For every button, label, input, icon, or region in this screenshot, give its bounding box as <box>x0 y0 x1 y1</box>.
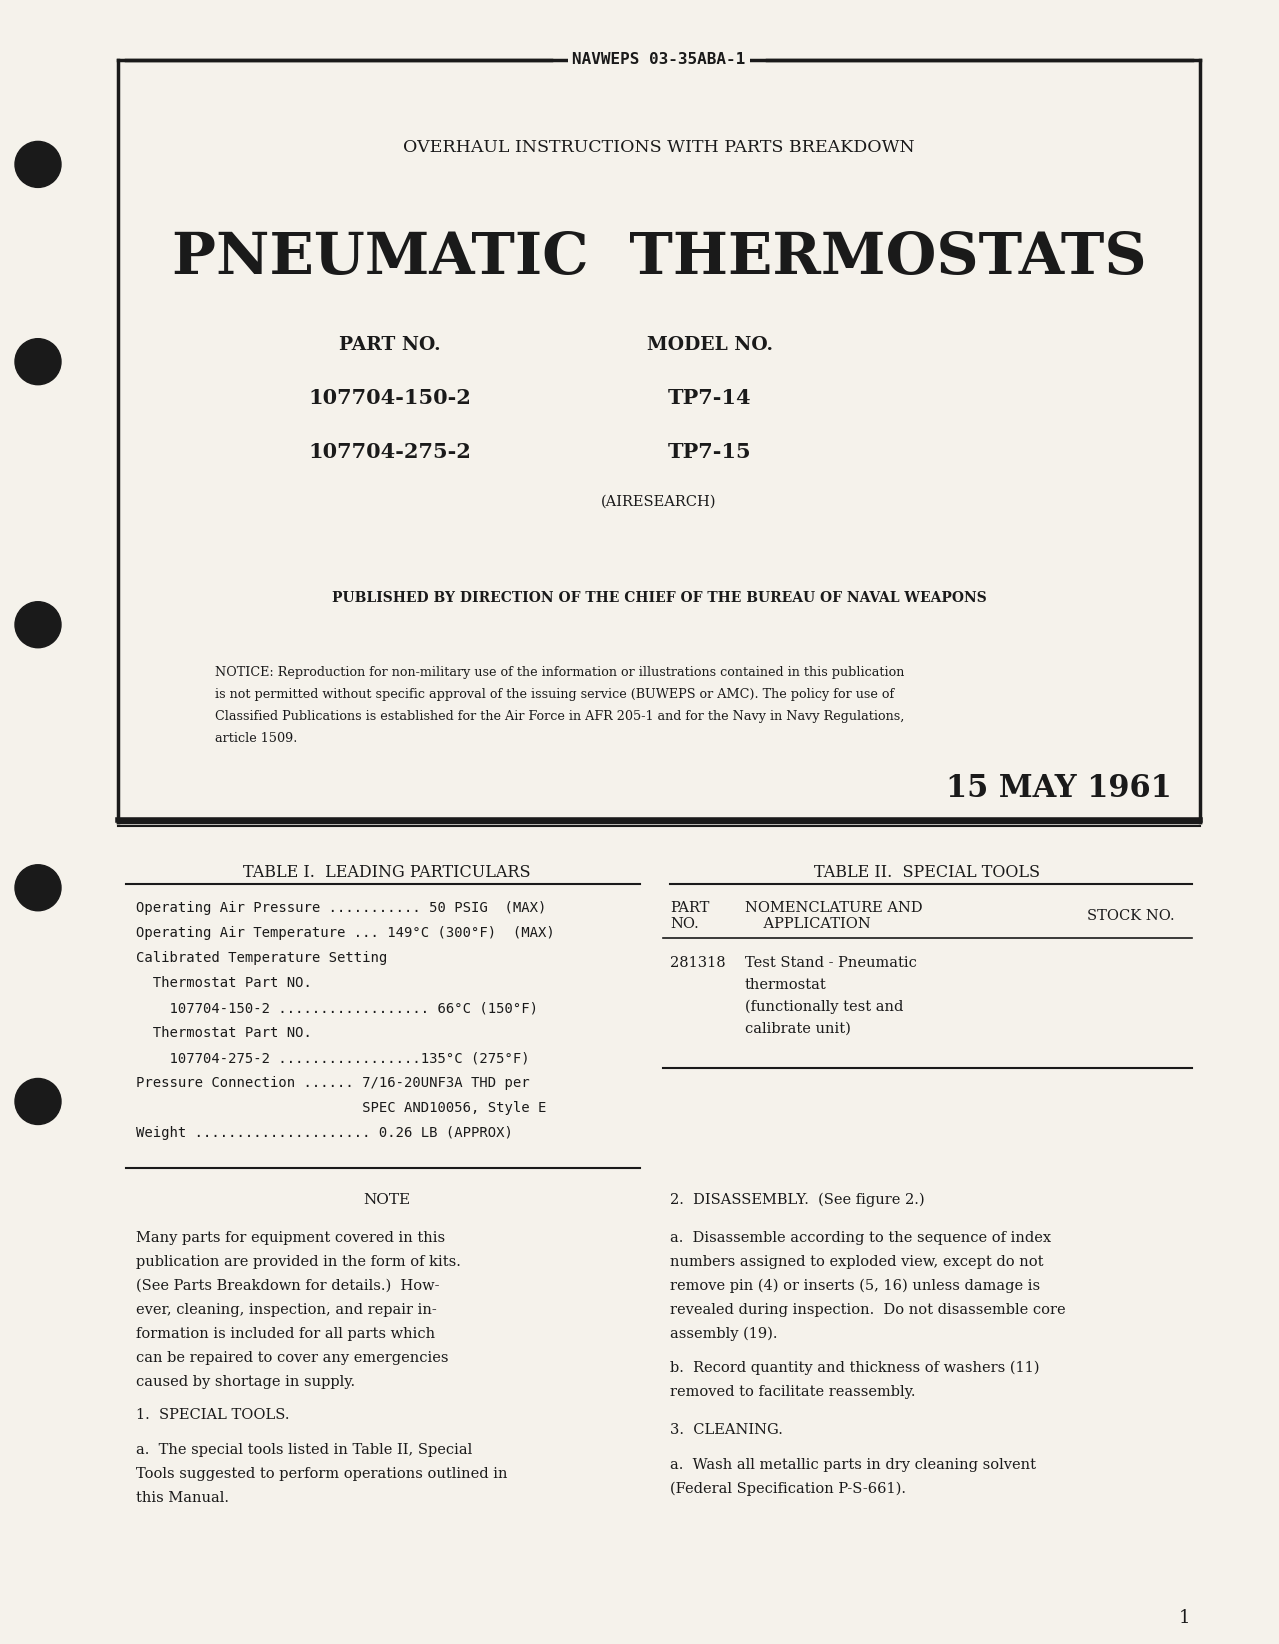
Text: Calibrated Temperature Setting: Calibrated Temperature Setting <box>136 950 388 965</box>
Text: NAVWEPS 03-35ABA-1: NAVWEPS 03-35ABA-1 <box>573 53 746 67</box>
Circle shape <box>15 602 61 648</box>
Circle shape <box>15 865 61 911</box>
Text: Tools suggested to perform operations outlined in: Tools suggested to perform operations ou… <box>136 1466 508 1481</box>
Text: TABLE II.  SPECIAL TOOLS: TABLE II. SPECIAL TOOLS <box>815 863 1041 881</box>
Text: APPLICATION: APPLICATION <box>744 917 871 931</box>
Circle shape <box>15 339 61 385</box>
Text: Classified Publications is established for the Air Force in AFR 205-1 and for th: Classified Publications is established f… <box>215 710 904 722</box>
Text: PNEUMATIC  THERMOSTATS: PNEUMATIC THERMOSTATS <box>171 230 1146 286</box>
Text: 281318: 281318 <box>670 957 725 970</box>
Text: 3.  CLEANING.: 3. CLEANING. <box>670 1424 783 1437</box>
Text: numbers assigned to exploded view, except do not: numbers assigned to exploded view, excep… <box>670 1254 1044 1269</box>
Text: SPEC AND10056, Style E: SPEC AND10056, Style E <box>136 1101 546 1115</box>
Text: b.  Record quantity and thickness of washers (11): b. Record quantity and thickness of wash… <box>670 1361 1040 1374</box>
Text: PART NO.: PART NO. <box>339 335 441 353</box>
Text: STOCK NO.: STOCK NO. <box>1087 909 1175 922</box>
Text: caused by shortage in supply.: caused by shortage in supply. <box>136 1374 356 1389</box>
Text: PART: PART <box>670 901 710 916</box>
Text: calibrate unit): calibrate unit) <box>744 1023 851 1036</box>
Text: Operating Air Pressure ........... 50 PSIG  (MAX): Operating Air Pressure ........... 50 PS… <box>136 901 546 916</box>
Text: remove pin (4) or inserts (5, 16) unless damage is: remove pin (4) or inserts (5, 16) unless… <box>670 1279 1040 1294</box>
Text: NO.: NO. <box>670 917 698 931</box>
Text: (functionally test and: (functionally test and <box>744 1000 903 1014</box>
Text: (Federal Specification P-S-661).: (Federal Specification P-S-661). <box>670 1481 906 1496</box>
Text: a.  The special tools listed in Table II, Special: a. The special tools listed in Table II,… <box>136 1443 472 1457</box>
Text: 1.  SPECIAL TOOLS.: 1. SPECIAL TOOLS. <box>136 1407 289 1422</box>
Text: 107704-275-2: 107704-275-2 <box>308 442 472 462</box>
Text: PUBLISHED BY DIRECTION OF THE CHIEF OF THE BUREAU OF NAVAL WEAPONS: PUBLISHED BY DIRECTION OF THE CHIEF OF T… <box>331 590 986 605</box>
Circle shape <box>15 141 61 187</box>
Text: 107704-275-2 .................135°C (275°F): 107704-275-2 .................135°C (275… <box>136 1051 530 1065</box>
Text: TP7-14: TP7-14 <box>668 388 752 408</box>
Text: 107704-150-2: 107704-150-2 <box>308 388 472 408</box>
Text: Thermostat Part NO.: Thermostat Part NO. <box>136 977 312 990</box>
Text: revealed during inspection.  Do not disassemble core: revealed during inspection. Do not disas… <box>670 1304 1065 1317</box>
Text: Many parts for equipment covered in this: Many parts for equipment covered in this <box>136 1231 445 1245</box>
Text: MODEL NO.: MODEL NO. <box>647 335 773 353</box>
Text: publication are provided in the form of kits.: publication are provided in the form of … <box>136 1254 460 1269</box>
Text: (See Parts Breakdown for details.)  How-: (See Parts Breakdown for details.) How- <box>136 1279 440 1292</box>
Text: TP7-15: TP7-15 <box>668 442 752 462</box>
Text: Thermostat Part NO.: Thermostat Part NO. <box>136 1026 312 1041</box>
Text: Pressure Connection ...... 7/16-20UNF3A THD per: Pressure Connection ...... 7/16-20UNF3A … <box>136 1077 530 1090</box>
Text: NOTICE: Reproduction for non-military use of the information or illustrations co: NOTICE: Reproduction for non-military us… <box>215 666 904 679</box>
Text: 2.  DISASSEMBLY.  (See figure 2.): 2. DISASSEMBLY. (See figure 2.) <box>670 1194 925 1207</box>
Circle shape <box>15 1078 61 1124</box>
Text: article 1509.: article 1509. <box>215 732 298 745</box>
Text: this Manual.: this Manual. <box>136 1491 229 1504</box>
Text: TABLE I.  LEADING PARTICULARS: TABLE I. LEADING PARTICULARS <box>243 863 531 881</box>
Text: NOMENCLATURE AND: NOMENCLATURE AND <box>744 901 922 916</box>
Text: ever, cleaning, inspection, and repair in-: ever, cleaning, inspection, and repair i… <box>136 1304 436 1317</box>
Text: (AIRESEARCH): (AIRESEARCH) <box>601 495 716 510</box>
Text: NOTE: NOTE <box>363 1194 411 1207</box>
Text: Operating Air Temperature ... 149°C (300°F)  (MAX): Operating Air Temperature ... 149°C (300… <box>136 926 555 940</box>
Text: thermostat: thermostat <box>744 978 826 991</box>
Text: a.  Disassemble according to the sequence of index: a. Disassemble according to the sequence… <box>670 1231 1051 1245</box>
Text: is not permitted without specific approval of the issuing service (BUWEPS or AMC: is not permitted without specific approv… <box>215 687 894 700</box>
Text: removed to facilitate reassembly.: removed to facilitate reassembly. <box>670 1384 916 1399</box>
Text: can be repaired to cover any emergencies: can be repaired to cover any emergencies <box>136 1351 449 1365</box>
Text: a.  Wash all metallic parts in dry cleaning solvent: a. Wash all metallic parts in dry cleani… <box>670 1458 1036 1471</box>
Text: 15 MAY 1961: 15 MAY 1961 <box>946 773 1172 804</box>
Text: formation is included for all parts which: formation is included for all parts whic… <box>136 1327 435 1342</box>
Text: 1: 1 <box>1178 1609 1189 1628</box>
Text: 107704-150-2 .................. 66°C (150°F): 107704-150-2 .................. 66°C (15… <box>136 1001 538 1014</box>
Text: Weight ..................... 0.26 LB (APPROX): Weight ..................... 0.26 LB (AP… <box>136 1126 513 1139</box>
Text: OVERHAUL INSTRUCTIONS WITH PARTS BREAKDOWN: OVERHAUL INSTRUCTIONS WITH PARTS BREAKDO… <box>403 140 914 156</box>
Text: assembly (19).: assembly (19). <box>670 1327 778 1342</box>
Text: Test Stand - Pneumatic: Test Stand - Pneumatic <box>744 957 917 970</box>
